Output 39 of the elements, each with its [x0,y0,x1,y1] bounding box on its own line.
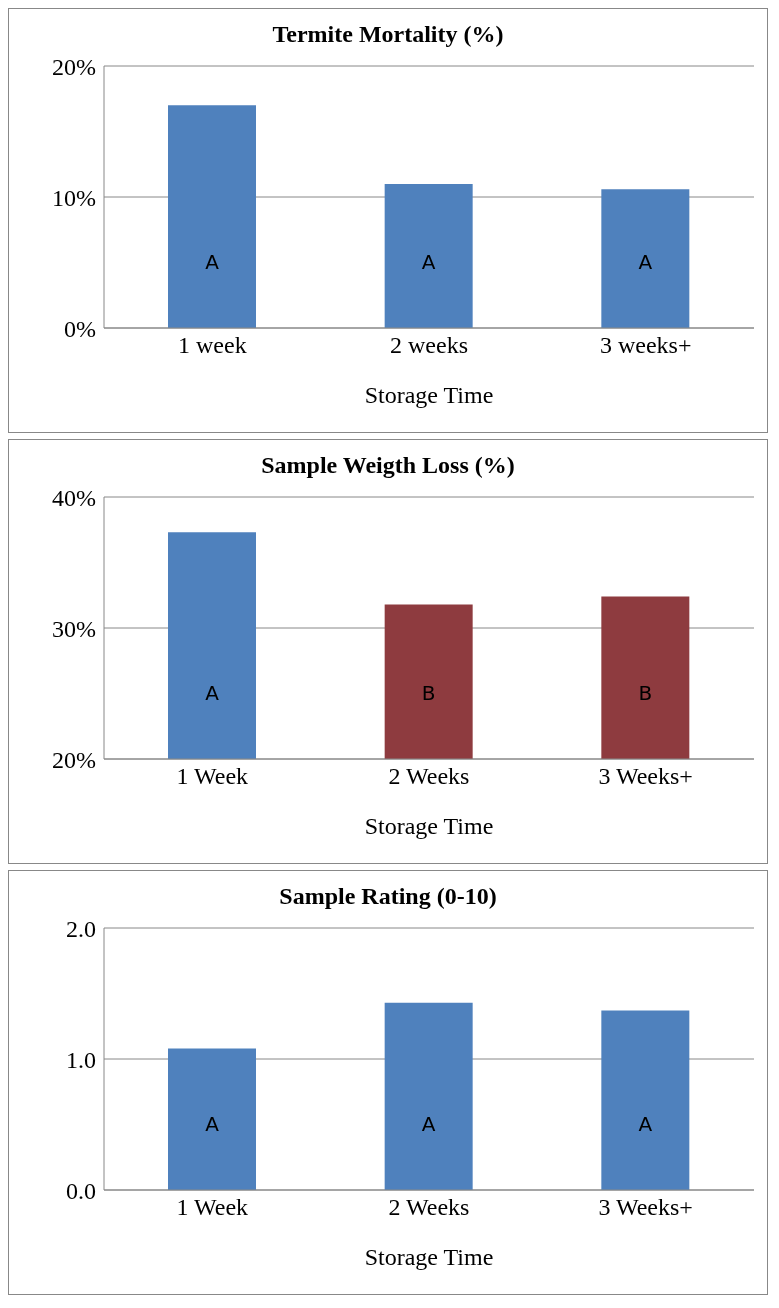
x-tick-label: 3 weeks+ [599,332,692,359]
x-tick-label: 2 weeks [390,332,468,359]
bar [168,1048,256,1190]
chart-title: Sample Rating (0-10) [278,883,498,910]
annotation: B [421,680,436,705]
x-tick-label: 3 Weeks+ [598,1194,693,1221]
x-tick-label: 1 Week [176,1194,249,1221]
y-tick-label: 40% [52,484,96,511]
annotation: A [205,249,220,274]
x-axis-title: Storage Time [364,382,494,408]
x-tick-label: 3 Weeks+ [598,763,693,790]
annotation: A [421,249,436,274]
y-tick-label: 20% [52,746,96,773]
bar [601,1010,690,1190]
bar [601,189,690,328]
annotation: A [205,1111,220,1136]
annotation: A [638,249,653,274]
x-tick-label: 2 Weeks [388,1194,470,1221]
y-tick-label: 1.0 [66,1046,96,1073]
bar [384,1002,473,1190]
x-tick-label: 1 Week [176,763,249,790]
x-axis-title: Storage Time [364,813,494,839]
annotation: A [205,680,220,705]
chart-title: Termite Mortality (%) [271,21,505,48]
y-tick-label: 0.0 [66,1177,96,1204]
annotation: A [638,1111,653,1136]
x-tick-label: 1 week [178,332,247,359]
bar [168,105,256,328]
annotation: A [421,1111,436,1136]
annotation: B [638,680,653,705]
x-tick-label: 2 Weeks [388,763,470,790]
bar [384,183,473,328]
y-tick-label: 10% [52,184,96,211]
y-tick-label: 30% [52,615,96,642]
y-tick-label: 0% [64,315,96,342]
y-tick-label: 20% [52,53,96,80]
chart-title: Sample Weigth Loss (%) [260,452,516,479]
x-axis-title: Storage Time [364,1244,494,1270]
y-tick-label: 2.0 [66,915,96,942]
